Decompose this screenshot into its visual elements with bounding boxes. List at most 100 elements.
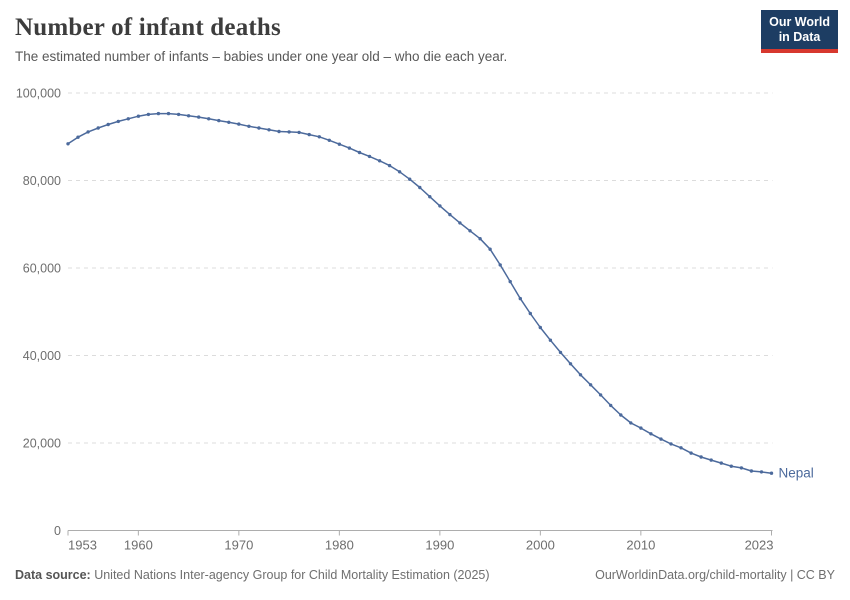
data-point[interactable] [729,464,733,468]
data-point[interactable] [749,469,754,473]
page-title: Number of infant deaths [15,14,281,41]
data-point[interactable] [468,229,472,233]
data-source-text: United Nations Inter-agency Group for Ch… [90,568,490,582]
data-point[interactable] [307,132,311,137]
data-point[interactable] [156,111,161,116]
chart-header: Number of infant deaths The estimated nu… [15,14,755,64]
data-point[interactable] [709,458,713,462]
data-point[interactable] [227,120,231,125]
series-label-nepal: Nepal [779,466,814,481]
data-point[interactable] [428,195,432,199]
data-point[interactable] [247,124,251,128]
data-point[interactable] [287,130,291,134]
x-axis-tick-label: 2000 [526,538,555,553]
owid-logo-line1: Our World [769,15,830,29]
data-point[interactable] [548,338,553,342]
data-source-note: Data source: United Nations Inter-agency… [15,568,490,582]
data-point[interactable] [66,142,70,146]
data-point[interactable] [186,114,191,118]
data-point[interactable] [96,126,100,130]
data-point[interactable] [769,471,774,475]
data-point[interactable] [538,325,542,330]
data-point[interactable] [518,296,522,301]
data-point[interactable] [76,135,80,139]
data-point[interactable] [377,159,382,163]
credit-link[interactable]: OurWorldinData.org/child-mortality | CC … [595,568,835,582]
y-axis-tick-label: 20,000 [23,437,61,451]
data-point[interactable] [458,221,462,225]
data-point[interactable] [166,111,171,116]
y-axis-tick-label: 80,000 [23,174,61,188]
data-point[interactable] [347,146,352,150]
data-point[interactable] [669,442,673,446]
y-axis-tick-label: 0 [54,524,61,538]
data-point[interactable] [106,122,110,127]
y-axis-tick-label: 60,000 [23,262,61,276]
data-point[interactable] [217,118,221,123]
x-axis-tick-label: 2023 [745,538,774,553]
data-point[interactable] [578,373,583,377]
data-source-label: Data source: [15,568,91,582]
data-point[interactable] [568,362,573,366]
data-point[interactable] [337,142,342,146]
data-point[interactable] [367,154,372,159]
data-point[interactable] [498,263,502,267]
data-point[interactable] [207,117,211,121]
data-point[interactable] [448,212,452,217]
data-point[interactable] [739,466,744,470]
data-point[interactable] [619,413,623,417]
data-point[interactable] [267,128,271,132]
data-point[interactable] [659,437,663,441]
data-point[interactable] [689,451,693,455]
owid-logo[interactable]: Our World in Data [761,10,838,53]
data-point[interactable] [558,350,563,355]
data-point[interactable] [528,311,532,316]
data-point[interactable] [257,126,261,130]
data-point[interactable] [197,115,201,119]
data-point[interactable] [598,393,603,397]
data-point[interactable] [609,403,613,408]
x-axis-tick-label: 1970 [224,538,253,553]
data-point[interactable] [146,112,151,117]
data-point[interactable] [649,432,653,436]
x-axis-tick-label: 1990 [425,538,454,553]
chart-subtitle: The estimated number of infants – babies… [15,49,508,64]
x-axis-tick-label: 1980 [325,538,354,553]
x-axis-tick-label: 2010 [626,538,655,553]
data-point[interactable] [86,130,90,134]
data-point[interactable] [277,129,281,134]
data-point[interactable] [136,114,141,118]
data-point[interactable] [629,421,633,425]
data-point[interactable] [418,185,422,190]
data-point[interactable] [759,470,764,474]
data-point[interactable] [488,247,492,251]
y-axis-tick-label: 100,000 [16,87,61,101]
x-axis-tick-label: 1953 [68,538,97,553]
data-point[interactable] [408,177,412,181]
data-point[interactable] [116,119,121,124]
data-point[interactable] [237,122,241,126]
data-point[interactable] [719,461,723,465]
chart-footer: Data source: United Nations Inter-agency… [15,568,835,582]
data-point[interactable] [317,135,321,139]
data-point[interactable] [438,204,442,208]
data-point[interactable] [387,163,392,168]
data-point[interactable] [126,117,130,121]
data-point[interactable] [176,112,181,117]
data-point[interactable] [679,446,683,450]
nepal-line [67,112,773,474]
data-point[interactable] [639,426,643,430]
owid-logo-line2: in Data [778,30,821,45]
data-point[interactable] [588,383,593,387]
data-point[interactable] [327,138,331,142]
data-point[interactable] [508,279,512,284]
data-point[interactable] [478,237,482,241]
data-point[interactable] [699,455,703,459]
data-point[interactable] [297,130,301,135]
data-point[interactable] [397,170,402,174]
x-axis-tick-label: 1960 [124,538,153,553]
y-axis-tick-label: 40,000 [23,349,61,363]
data-point[interactable] [357,150,362,155]
